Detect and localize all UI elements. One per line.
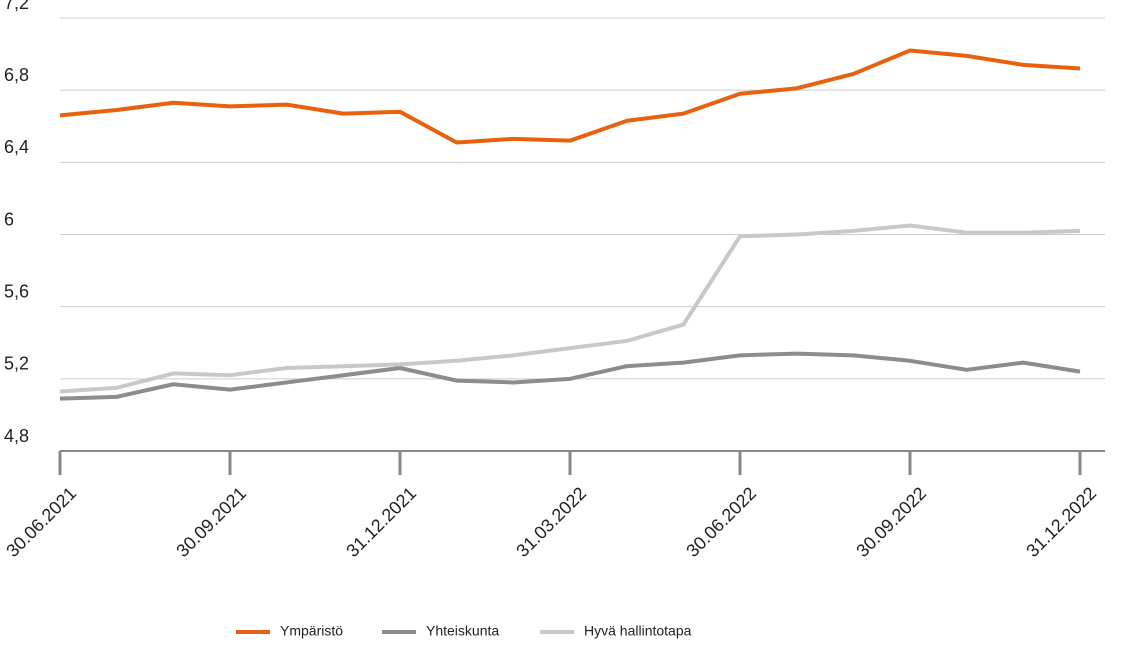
x-tick-label: 30.09.2021: [172, 483, 250, 561]
y-tick-label: 6: [4, 209, 14, 229]
x-tick-label: 31.12.2022: [1022, 483, 1100, 561]
y-tick-label: 6,8: [4, 65, 29, 85]
y-tick-label: 4,8: [4, 426, 29, 446]
series-line: [59, 351, 1081, 401]
x-tick-label: 30.09.2022: [852, 483, 930, 561]
y-tick-label: 7,2: [4, 0, 29, 13]
x-tick-label: 30.06.2022: [682, 483, 760, 561]
x-tick-label: 31.12.2021: [342, 483, 420, 561]
x-tick-label: 31.03.2022: [512, 483, 590, 561]
legend-label: Ympäristö: [280, 623, 343, 639]
y-tick-label: 5,6: [4, 281, 29, 301]
y-tick-label: 5,2: [4, 354, 29, 374]
series-line: [59, 223, 1081, 394]
legend-label: Hyvä hallintotapa: [584, 623, 692, 639]
series-line: [59, 48, 1081, 145]
legend-label: Yhteiskunta: [426, 623, 499, 639]
x-tick-label: 30.06.2021: [2, 483, 80, 561]
y-tick-label: 6,4: [4, 137, 29, 157]
